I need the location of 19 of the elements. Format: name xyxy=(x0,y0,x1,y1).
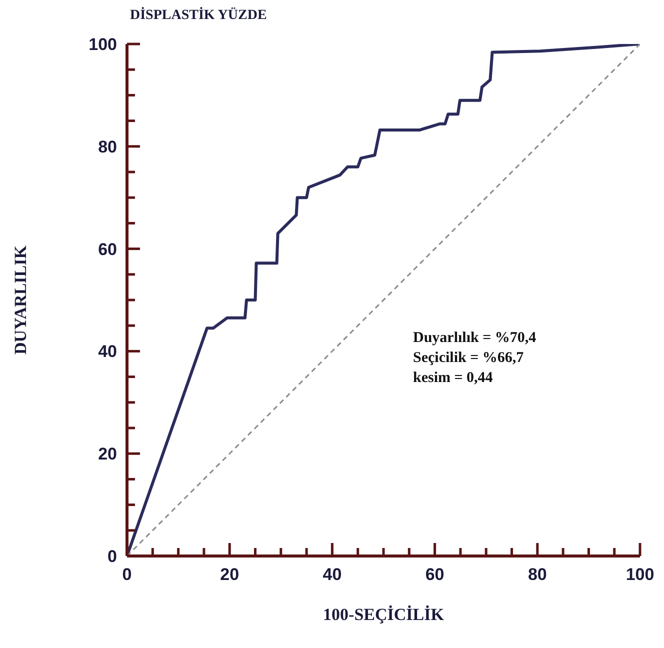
annotation: kesim = 0,44 xyxy=(413,369,494,388)
y-tick-label: 0 xyxy=(108,547,117,566)
y-axis-title: DUYARLILIK xyxy=(11,244,30,354)
x-tick-label: 0 xyxy=(122,565,132,584)
chart-title: DİSPLASTİK YÜZDE xyxy=(130,8,267,24)
y-tick-label: 100 xyxy=(88,35,117,54)
x-tick-label: 40 xyxy=(322,565,342,584)
y-tick-label: 20 xyxy=(98,444,117,464)
annotation: Seçicilik = %66,7 xyxy=(413,349,525,368)
x-axis-title: 100-SEÇİCİLİK xyxy=(323,605,445,624)
x-tick-label: 100 xyxy=(626,565,654,584)
annotation: Duyarlılık = %70,4 xyxy=(413,329,536,348)
y-tick-label: 60 xyxy=(98,240,117,259)
x-tick-label: 60 xyxy=(425,565,444,584)
line-series xyxy=(127,44,640,556)
y-tick-label: 80 xyxy=(98,137,117,156)
x-tick-label: 80 xyxy=(528,565,547,584)
y-tick-label: 40 xyxy=(98,342,117,362)
x-tick-label: 20 xyxy=(220,565,240,584)
